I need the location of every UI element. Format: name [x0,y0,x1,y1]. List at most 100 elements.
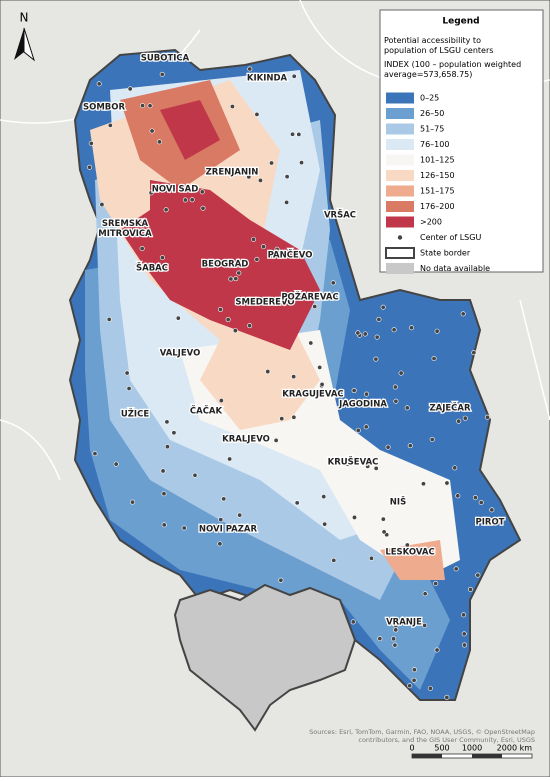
lsgu-center [331,557,337,563]
lsgu-center [393,627,399,633]
lsgu-center [284,174,290,180]
lsgu-center [321,494,327,500]
lsgu-center [350,619,356,625]
lsgu-center [398,370,404,376]
lsgu-center [373,356,379,362]
lsgu-center [429,437,435,443]
lsgu-center [107,122,113,128]
lsgu-center [433,581,439,587]
lsgu-center [257,177,263,183]
lsgu-center [127,86,133,92]
lsgu-center [159,255,165,261]
legend-label: 26–50 [420,109,444,118]
lsgu-center [461,631,467,637]
city-label: PIROT [476,518,505,528]
lsgu-center [431,356,437,362]
lsgu-center [461,612,467,618]
lsgu-center [362,331,368,337]
lsgu-center [149,128,155,134]
legend-swatch [386,263,414,274]
lsgu-center [113,461,119,467]
lsgu-center [444,480,450,486]
lsgu-center [312,304,318,310]
lsgu-center [368,555,374,561]
lsgu-center [345,461,351,467]
lsgu-center [373,465,379,471]
lsgu-center [148,190,154,196]
lsgu-center [330,280,336,286]
lsgu-center [159,71,165,77]
city-label: PANČEVO [268,249,313,261]
city-label: SMEDEREVO [235,298,294,308]
lsgu-center [452,465,458,471]
lsgu-center [161,491,167,497]
lsgu-center [381,529,387,535]
lsgu-center [164,444,170,450]
legend-label: 176–200 [420,202,455,211]
lsgu-center [237,512,243,518]
legend-label: No data available [420,264,490,273]
scale-bar [411,753,533,759]
lsgu-center [99,202,105,208]
lsgu-center [246,174,252,180]
lsgu-center [247,66,253,72]
legend-swatch [386,216,414,228]
legend-label: >200 [420,218,442,227]
lsgu-center [92,451,98,457]
lsgu-center [374,334,380,340]
lsgu-center [351,388,357,394]
legend-swatch [385,247,415,259]
lsgu-center [278,577,284,583]
scale-label: 2000 km [497,744,533,753]
lsgu-center [385,444,391,450]
lsgu-center [261,244,267,250]
north-arrow: N [14,11,35,62]
legend-label: Center of LSGU [420,233,481,242]
legend-label: State border [420,249,471,258]
legend-label: 101–125 [420,156,455,165]
lsgu-center [462,415,468,421]
lsgu-center [250,236,256,242]
lsgu-center [422,591,428,597]
lsgu-center [317,364,323,370]
lsgu-center [98,230,104,236]
scale-label: 500 [434,744,449,753]
lsgu-center [364,391,370,397]
lsgu-center [203,404,209,410]
lsgu-center [171,430,177,436]
legend-label: 51–75 [420,125,444,134]
lsgu-center [391,327,397,333]
lsgu-center [269,160,275,166]
legend-swatch [386,108,414,119]
lsgu-center [453,566,459,572]
lsgu-center [427,685,433,691]
region [120,180,320,350]
lsgu-center [296,131,302,137]
city-label: UŽICE [121,408,149,420]
legend-swatch [386,201,414,212]
north-label: N [20,11,29,25]
lsgu-center [422,622,428,628]
lsgu-center [175,315,181,321]
lsgu-center [156,139,162,145]
lsgu-center [411,677,417,683]
lsgu-center [444,694,450,700]
lsgu-center [365,463,371,469]
lsgu-center [392,642,398,648]
lsgu-center [140,103,146,109]
lsgu-center [363,424,369,430]
lsgu-center [322,521,328,527]
lsgu-center [455,493,461,499]
lsgu-center [472,495,478,501]
lsgu-center [274,246,280,252]
legend-swatch [386,185,414,197]
lsgu-center [355,330,361,336]
city-label: ŠABAC [136,262,168,274]
lsgu-center [181,525,187,531]
lsgu-center [217,541,223,547]
lsgu-center [254,111,260,117]
lsgu-center [218,398,224,404]
city-label: NOVI PAZAR [199,525,258,535]
city-label: BEOGRAD [202,260,249,270]
lsgu-center [106,316,112,322]
